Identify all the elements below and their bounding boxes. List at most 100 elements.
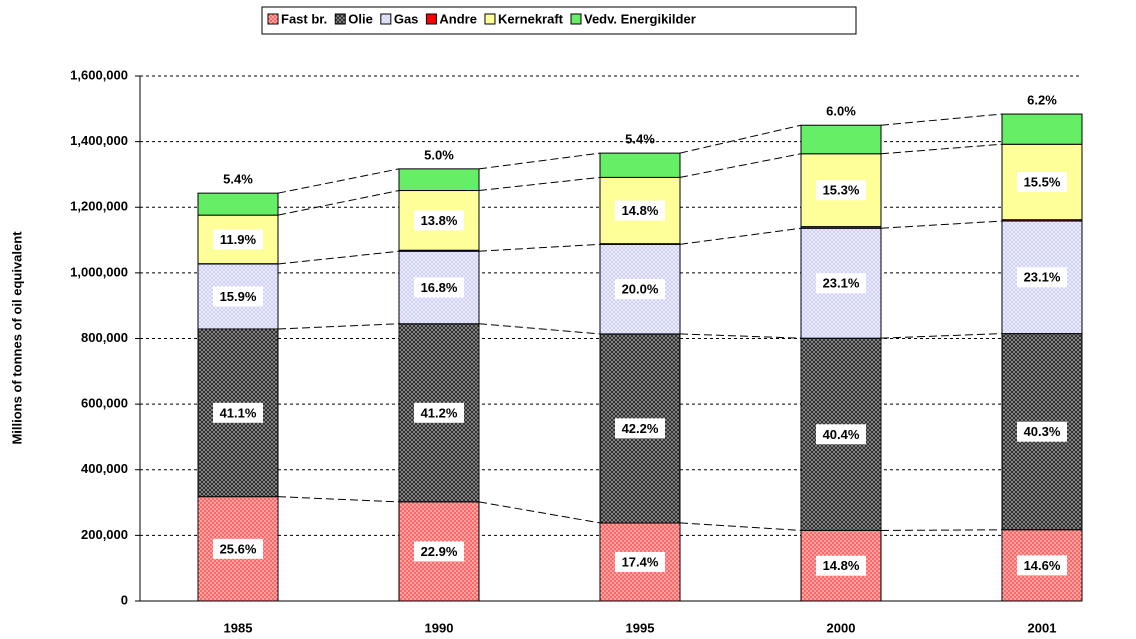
legend-swatch [267,13,279,25]
connector-line [880,220,1003,229]
legend-swatch [334,13,346,25]
legend-label: Gas [394,11,419,26]
data-label: 14.8% [622,203,659,218]
legend-label: Fast br. [281,11,327,26]
legend-label: Andre [439,11,477,26]
bar-segment [398,168,480,192]
y-tick-label: 200,000 [81,527,128,542]
y-axis-label: Millions of tonnes of oil equivalent [9,231,24,445]
connector-line [277,250,400,265]
data-label-bg [816,555,866,576]
legend-label: Vedv. Energikilder [584,11,696,26]
connector-line [880,529,1003,531]
connector-line [478,501,601,524]
y-tick-label: 800,000 [81,330,128,345]
y-tick-label: 1,200,000 [70,199,128,214]
data-label: 42.2% [622,421,659,436]
connector-line [679,153,802,178]
data-label: 11.9% [220,232,257,247]
bar-segment [800,124,882,155]
data-label: 40.3% [1024,424,1061,439]
data-label-bg [1017,267,1067,288]
connector-line [277,323,400,330]
data-label: 16.8% [421,280,458,295]
bar-segment [599,152,681,178]
connector-line [880,143,1003,155]
bar-segment [1001,113,1083,145]
connector-line [679,227,802,245]
data-label: 25.6% [220,541,257,556]
data-label: 5.4% [223,172,253,187]
data-label-bg [1017,421,1067,442]
y-tick-label: 1,000,000 [70,264,128,279]
data-label-bg [816,424,866,445]
bar-segment [197,192,279,216]
x-tick-label: 1995 [626,620,655,635]
data-label-bg [213,229,263,250]
connector-line [478,243,601,252]
connector-line [880,113,1003,126]
data-label: 15.3% [823,183,860,198]
data-label-bg [816,180,866,201]
y-tick-label: 1,400,000 [70,133,128,148]
data-label: 14.6% [1024,558,1061,573]
data-label-bg [615,200,665,221]
bar-segment [398,190,480,251]
data-label: 14.8% [823,558,860,573]
bar-segment [599,243,681,335]
data-label: 17.4% [622,554,659,569]
data-label: 23.1% [823,276,860,291]
data-label-bg [414,277,464,298]
data-label-bg [414,210,464,231]
connector-line [277,496,400,503]
x-tick-label: 2000 [827,620,856,635]
connector-line [277,190,400,216]
data-label-bg [213,538,263,559]
data-label: 40.4% [823,427,860,442]
data-label: 15.9% [220,289,257,304]
connector-line [679,124,802,154]
data-label: 22.9% [421,544,458,559]
connector-line [679,333,802,339]
y-tick-label: 400,000 [81,461,128,476]
y-tick-label: 600,000 [81,396,128,411]
legend-swatch [570,13,582,25]
data-label-bg [414,402,464,423]
connector-line [478,176,601,192]
x-tick-label: 1985 [224,620,253,635]
x-tick-label: 1990 [425,620,454,635]
data-label: 23.1% [1024,270,1061,285]
y-tick-label: 1,600,000 [70,67,128,82]
data-label-bg [414,541,464,562]
connector-line [478,323,601,335]
data-label: 15.5% [1024,174,1061,189]
legend-swatch [484,13,496,25]
legend-swatch [425,13,437,25]
data-label-bg [213,402,263,423]
legend-label: Olie [348,11,373,26]
data-label-bg [615,551,665,572]
data-label-bg [1017,555,1067,576]
connector-line [277,168,400,194]
data-label: 6.0% [826,104,856,119]
data-label-bg [615,418,665,439]
legend-swatch [380,13,392,25]
connector-line [679,522,802,531]
data-label-bg [816,273,866,294]
legend-box [261,6,857,35]
data-label: 41.2% [421,405,458,420]
data-label-bg [615,279,665,300]
y-tick-label: 0 [121,592,128,607]
data-label: 6.2% [1027,93,1057,108]
data-label-bg [213,286,263,307]
data-label-bg [1017,171,1067,192]
data-label: 5.4% [625,132,655,147]
data-label: 41.1% [220,405,257,420]
connector-line [880,333,1003,339]
data-label: 20.0% [622,282,659,297]
data-label: 5.0% [424,147,454,162]
x-tick-label: 2001 [1028,620,1057,635]
data-label: 13.8% [421,213,458,228]
connector-line [478,152,601,170]
